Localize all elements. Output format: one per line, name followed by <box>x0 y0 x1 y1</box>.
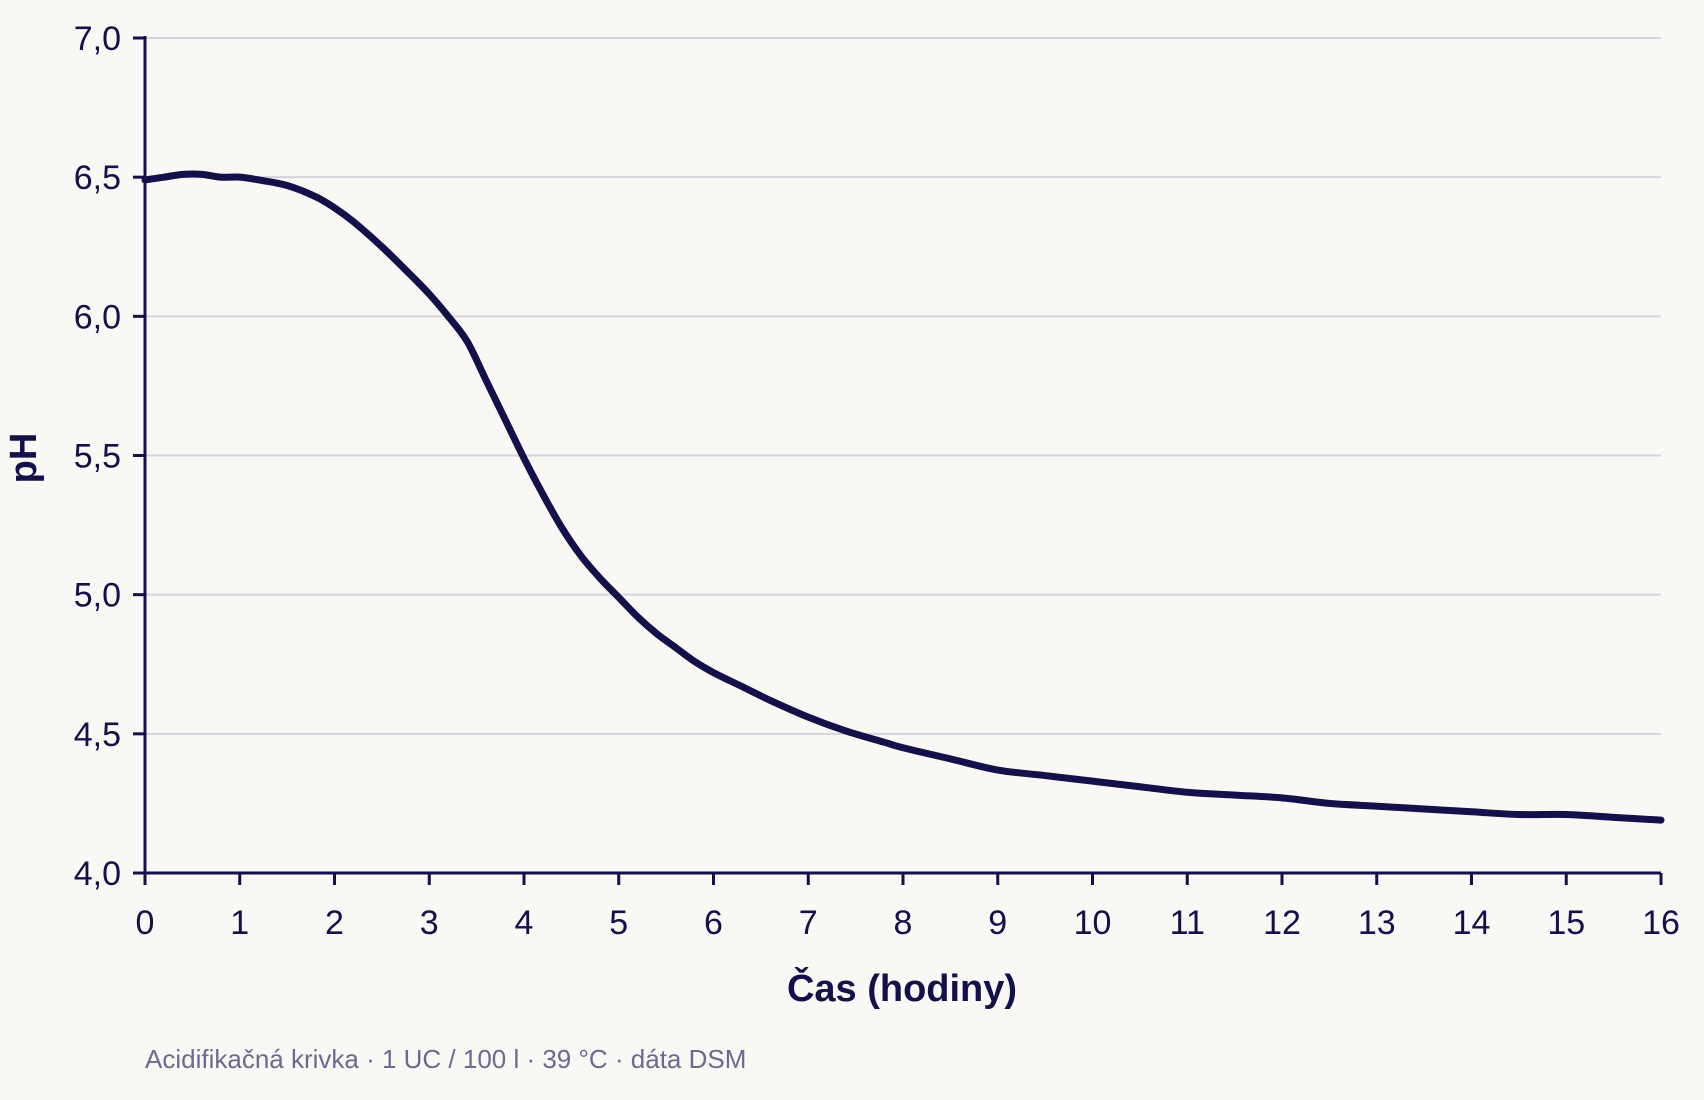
ticks: 4,04,55,05,56,06,57,00 1 2 3 4 5 6 7 8 9 10 11 12 13 1… <box>74 20 1680 942</box>
x-tick-label-16: 16 <box>1642 904 1680 942</box>
x-tick-label-8: 8 <box>894 904 913 942</box>
x-axis-title: Čas (hodiny) <box>787 965 1017 1010</box>
series-layer <box>141 170 1665 824</box>
x-tick-label-5: 5 <box>609 904 628 942</box>
y-tick-label-2: 5,0 <box>74 577 121 615</box>
x-tick-label-2: 2 <box>325 904 344 942</box>
y-tick-label-5: 6,5 <box>74 159 121 197</box>
chart-caption: Acidifikačná krivka · 1 UC / 100 l · 39 … <box>145 1044 746 1074</box>
y-tick-label-1: 4,5 <box>74 716 121 754</box>
x-tick-label-7: 7 <box>799 904 818 942</box>
x-tick-label-15: 15 <box>1547 904 1585 942</box>
y-tick-label-3: 5,5 <box>74 438 121 476</box>
x-tick-label-11: 11 <box>1170 904 1205 942</box>
y-tick-label-0: 4,0 <box>74 855 121 893</box>
x-tick-label-9: 9 <box>988 904 1007 942</box>
x-tick-label-3: 3 <box>420 904 439 942</box>
x-tick-label-0: 0 <box>136 904 155 942</box>
x-tick-label-13: 13 <box>1358 904 1396 942</box>
grid-lines <box>145 37 1661 735</box>
y-axis-title: pH <box>3 433 45 484</box>
x-tick-label-10: 10 <box>1074 904 1112 942</box>
x-tick-label-14: 14 <box>1453 904 1491 942</box>
series-line-0 <box>141 170 1665 824</box>
x-tick-label-4: 4 <box>515 904 534 942</box>
x-tick-label-1: 1 <box>230 904 249 942</box>
y-tick-label-6: 7,0 <box>74 20 121 58</box>
x-tick-label-6: 6 <box>704 904 723 942</box>
y-tick-label-4: 6,0 <box>74 298 121 336</box>
x-tick-label-12: 12 <box>1263 904 1301 942</box>
